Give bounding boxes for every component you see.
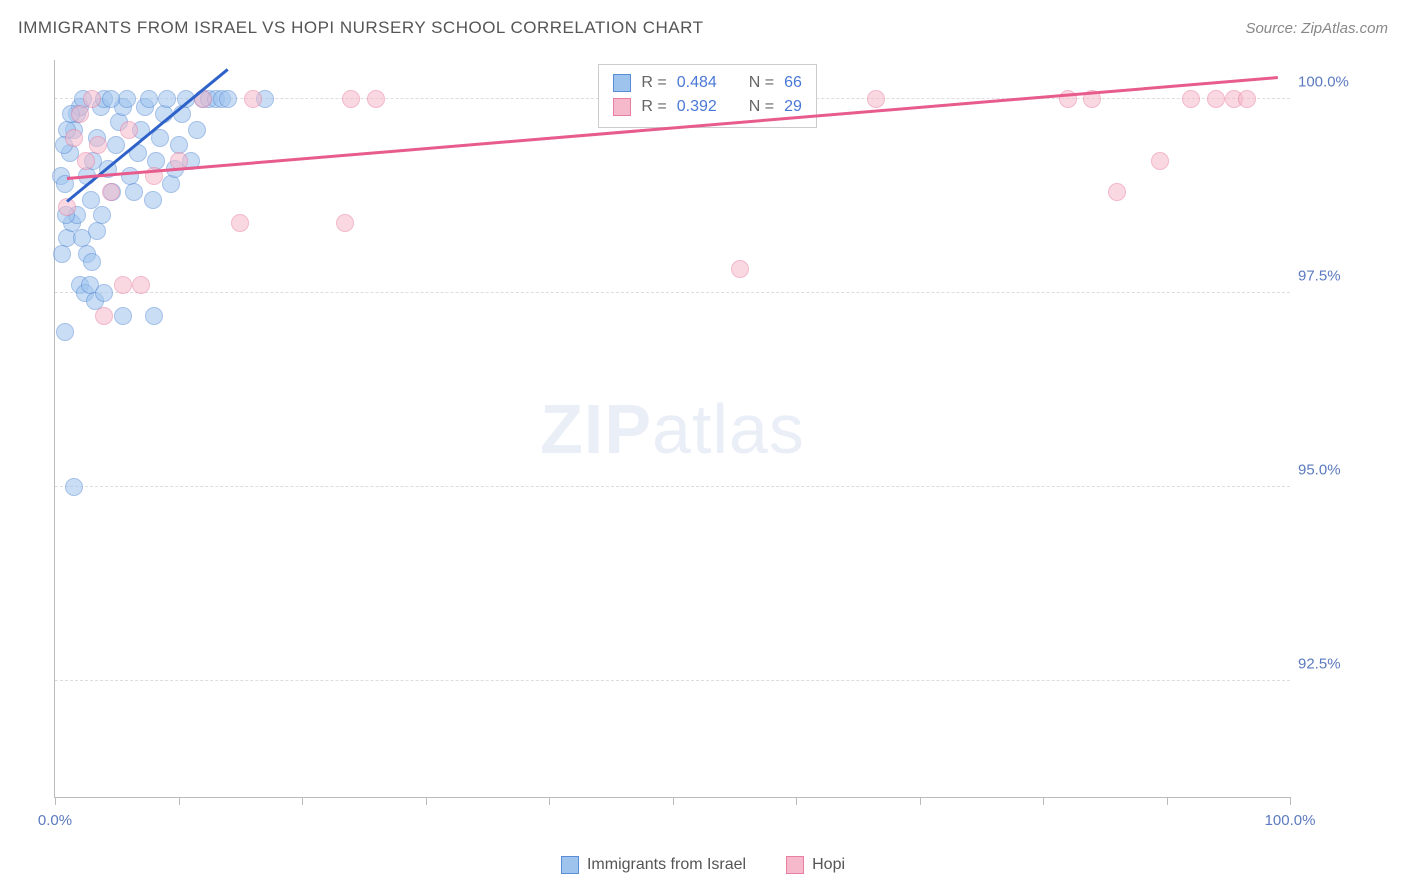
- r-value: 0.484: [677, 71, 717, 95]
- x-tick-label: 0.0%: [38, 812, 72, 829]
- bottom-legend: Immigrants from Israel Hopi: [18, 856, 1388, 874]
- x-tick: [55, 797, 56, 805]
- data-point: [102, 90, 120, 108]
- data-point: [1238, 90, 1256, 108]
- x-tick: [1290, 797, 1291, 805]
- data-point: [1182, 90, 1200, 108]
- data-point: [93, 206, 111, 224]
- chart-wrap: Nursery School ZIPatlas 92.5%95.0%97.5%1…: [18, 52, 1388, 878]
- data-point: [336, 214, 354, 232]
- data-point: [71, 105, 89, 123]
- chart-header: IMMIGRANTS FROM ISRAEL VS HOPI NURSERY S…: [18, 18, 1388, 38]
- data-point: [1151, 152, 1169, 170]
- bottom-legend-item: Immigrants from Israel: [561, 856, 746, 874]
- data-point: [125, 183, 143, 201]
- x-tick-label: 100.0%: [1265, 812, 1316, 829]
- data-point: [114, 307, 132, 325]
- data-point: [132, 276, 150, 294]
- legend-label: Hopi: [812, 856, 845, 874]
- y-tick-label: 92.5%: [1298, 655, 1382, 672]
- data-point: [144, 191, 162, 209]
- data-point: [83, 90, 101, 108]
- chart-source: Source: ZipAtlas.com: [1245, 20, 1388, 37]
- data-point: [89, 136, 107, 154]
- legend-swatch: [561, 856, 579, 874]
- data-point: [102, 183, 120, 201]
- data-point: [83, 253, 101, 271]
- x-tick: [179, 797, 180, 805]
- x-tick: [549, 797, 550, 805]
- data-point: [82, 191, 100, 209]
- data-point: [56, 323, 74, 341]
- legend-swatch: [613, 98, 631, 116]
- data-point: [158, 90, 176, 108]
- data-point: [77, 152, 95, 170]
- data-point: [107, 136, 125, 154]
- legend-swatch: [786, 856, 804, 874]
- data-point: [231, 214, 249, 232]
- stats-legend-row: R =0.392N =29: [613, 95, 802, 119]
- legend-label: Immigrants from Israel: [587, 856, 746, 874]
- x-tick: [796, 797, 797, 805]
- y-tick-label: 100.0%: [1298, 73, 1382, 90]
- x-tick: [1167, 797, 1168, 805]
- watermark: ZIPatlas: [540, 389, 805, 469]
- data-point: [88, 222, 106, 240]
- y-tick-label: 95.0%: [1298, 461, 1382, 478]
- data-point: [140, 90, 158, 108]
- watermark-atlas: atlas: [652, 390, 805, 468]
- r-value: 0.392: [677, 95, 717, 119]
- data-point: [219, 90, 237, 108]
- data-point: [145, 307, 163, 325]
- data-point: [244, 90, 262, 108]
- x-tick: [673, 797, 674, 805]
- data-point: [162, 175, 180, 193]
- data-point: [342, 90, 360, 108]
- data-point: [120, 121, 138, 139]
- legend-swatch: [613, 74, 631, 92]
- data-point: [95, 284, 113, 302]
- r-label: R =: [641, 71, 666, 95]
- bottom-legend-item: Hopi: [786, 856, 845, 874]
- data-point: [118, 90, 136, 108]
- data-point: [114, 276, 132, 294]
- x-tick: [1043, 797, 1044, 805]
- stats-legend-row: R = 0.484 N = 66: [613, 71, 802, 95]
- n-value: 66: [784, 71, 802, 95]
- data-point: [53, 245, 71, 263]
- data-point: [65, 478, 83, 496]
- watermark-zip: ZIP: [540, 390, 652, 468]
- gridline: [55, 486, 1290, 487]
- x-tick: [426, 797, 427, 805]
- n-label: N =: [749, 71, 774, 95]
- data-point: [1108, 183, 1126, 201]
- data-point: [95, 307, 113, 325]
- data-point: [1207, 90, 1225, 108]
- data-point: [731, 260, 749, 278]
- y-tick-label: 97.5%: [1298, 267, 1382, 284]
- r-label: R =: [641, 95, 666, 119]
- x-tick: [920, 797, 921, 805]
- chart-title: IMMIGRANTS FROM ISRAEL VS HOPI NURSERY S…: [18, 18, 703, 38]
- n-label: N =: [749, 95, 774, 119]
- data-point: [367, 90, 385, 108]
- data-point: [65, 129, 83, 147]
- plot-area: ZIPatlas 92.5%95.0%97.5%100.0%0.0%100.0%…: [54, 60, 1290, 798]
- data-point: [188, 121, 206, 139]
- gridline: [55, 292, 1290, 293]
- gridline: [55, 680, 1290, 681]
- x-tick: [302, 797, 303, 805]
- data-point: [867, 90, 885, 108]
